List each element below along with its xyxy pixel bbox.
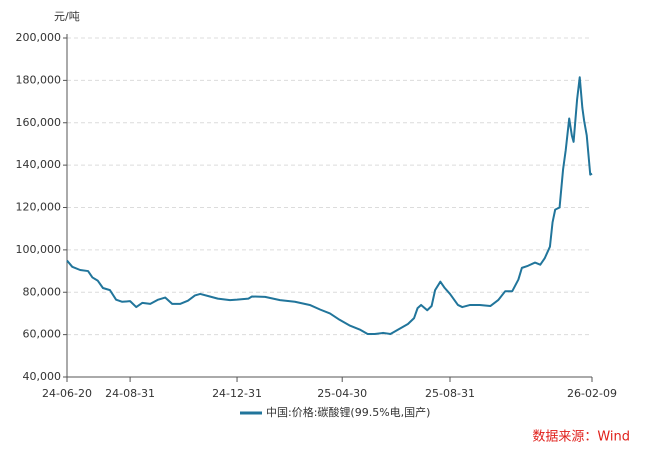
y-tick-label: 80,000 [23,285,62,298]
x-tick-label: 25-04-30 [317,387,367,400]
x-tick-label: 25-08-31 [425,387,475,400]
y-tick-label: 160,000 [16,116,62,129]
line-series [66,76,593,335]
source: 数据来源：Wind [532,430,630,445]
y-tick-label: 60,000 [23,328,62,341]
y-tick-label: 140,000 [16,158,62,171]
y-tick-label: 40,000 [23,370,62,383]
y-tick-label: 120,000 [16,201,62,214]
y-tick-label: 200,000 [16,31,62,44]
y-tick-label: 180,000 [16,73,62,86]
legend-label: 中国:价格:碳酸锂(99.5%电,国产) [266,405,430,419]
y-unit: 元/吨 [54,10,80,23]
y-tick-label: 100,000 [16,243,62,256]
x-tick-label: 24-12-31 [212,387,262,400]
x-tick-label: 26-02-09 [567,387,617,400]
x-tick-label: 24-08-31 [105,387,155,400]
x-tick-label: 24-06-20 [42,387,92,400]
